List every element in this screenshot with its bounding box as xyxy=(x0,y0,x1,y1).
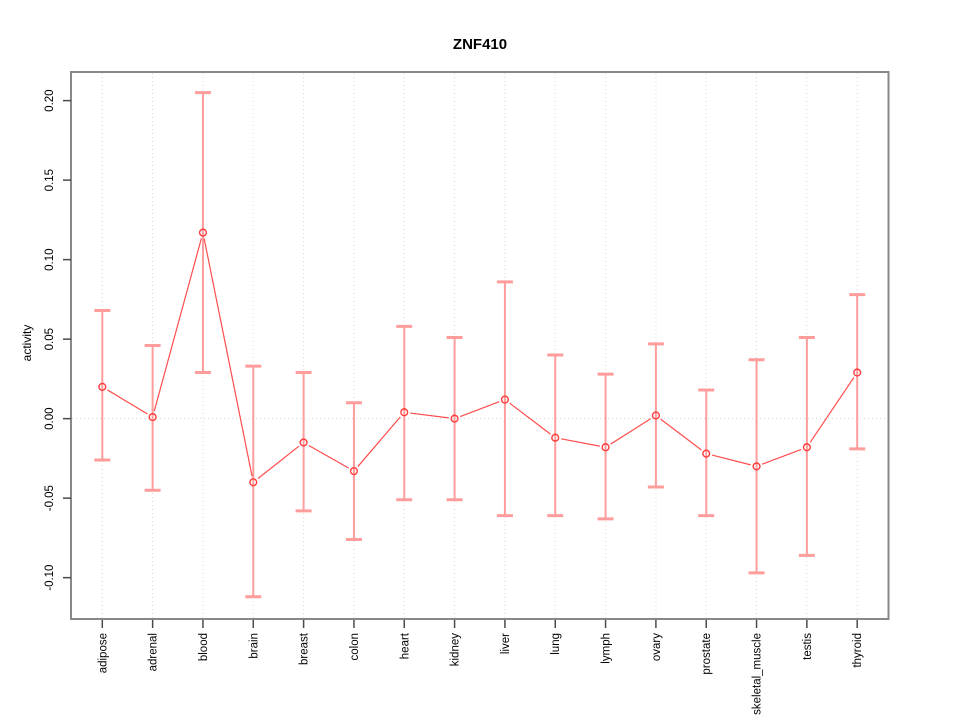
y-tick-label: -0.05 xyxy=(44,485,56,511)
x-tick-label: heart xyxy=(399,632,411,659)
x-tick-label: skeletal_muscle xyxy=(752,633,764,715)
data-point xyxy=(500,395,510,404)
series-line-segment xyxy=(711,454,751,466)
plot-box-border xyxy=(70,71,890,620)
data-point xyxy=(702,449,711,458)
series-line-segment xyxy=(410,412,449,419)
series-line-segment xyxy=(107,389,148,415)
series-line-segment xyxy=(357,416,401,467)
data-point xyxy=(198,228,208,237)
x-tick-label: brain xyxy=(248,633,260,659)
chart-title: ZNF410 xyxy=(452,36,508,53)
series-line-segment xyxy=(459,401,500,418)
x-tick-label: prostate xyxy=(701,633,713,675)
x-tick-label: colon xyxy=(349,633,361,661)
x-tick-label: lung xyxy=(550,633,562,655)
data-point xyxy=(349,467,359,476)
data-point xyxy=(249,478,258,487)
data-point xyxy=(601,443,610,452)
x-tick-label: thyroid xyxy=(852,633,864,668)
x-tick-label: kidney xyxy=(450,633,462,666)
series-line-segment xyxy=(561,438,600,447)
series-line-segment xyxy=(761,448,802,465)
data-point xyxy=(450,414,459,423)
y-tick-label: 0.15 xyxy=(44,169,56,191)
series-line-segment xyxy=(308,444,350,469)
data-point xyxy=(400,408,409,417)
data-point xyxy=(802,443,811,452)
series-line-segment xyxy=(809,377,855,443)
series-line-segment xyxy=(153,238,202,412)
series-line-segment xyxy=(610,418,652,445)
x-tick-label: breast xyxy=(299,632,311,665)
x-tick-label: liver xyxy=(500,633,512,654)
data-point xyxy=(752,462,761,471)
y-tick-label: -0.10 xyxy=(44,565,56,591)
data-point xyxy=(148,412,157,422)
y-tick-label: 0.20 xyxy=(44,89,56,111)
x-tick-label: adipose xyxy=(97,633,109,673)
series-line-segment xyxy=(257,445,300,480)
data-point xyxy=(853,368,862,377)
y-tick-label: 0.10 xyxy=(44,248,56,270)
x-tick-label: blood xyxy=(198,633,210,661)
series-line-segment xyxy=(509,402,551,435)
y-axis-label: activity xyxy=(20,324,34,362)
x-tick-label: ovary xyxy=(651,633,663,661)
data-point xyxy=(551,433,560,442)
series-line-segment xyxy=(660,418,702,451)
data-point xyxy=(98,382,107,391)
data-point xyxy=(651,411,660,420)
x-tick-label: adrenal xyxy=(148,633,160,671)
y-tick-label: 0.05 xyxy=(44,328,56,350)
data-point xyxy=(299,438,308,447)
x-tick-label: testis xyxy=(802,633,814,660)
y-tick-label: 0.00 xyxy=(44,407,56,429)
x-tick-label: lymph xyxy=(601,633,613,664)
series-line-segment xyxy=(203,238,253,477)
